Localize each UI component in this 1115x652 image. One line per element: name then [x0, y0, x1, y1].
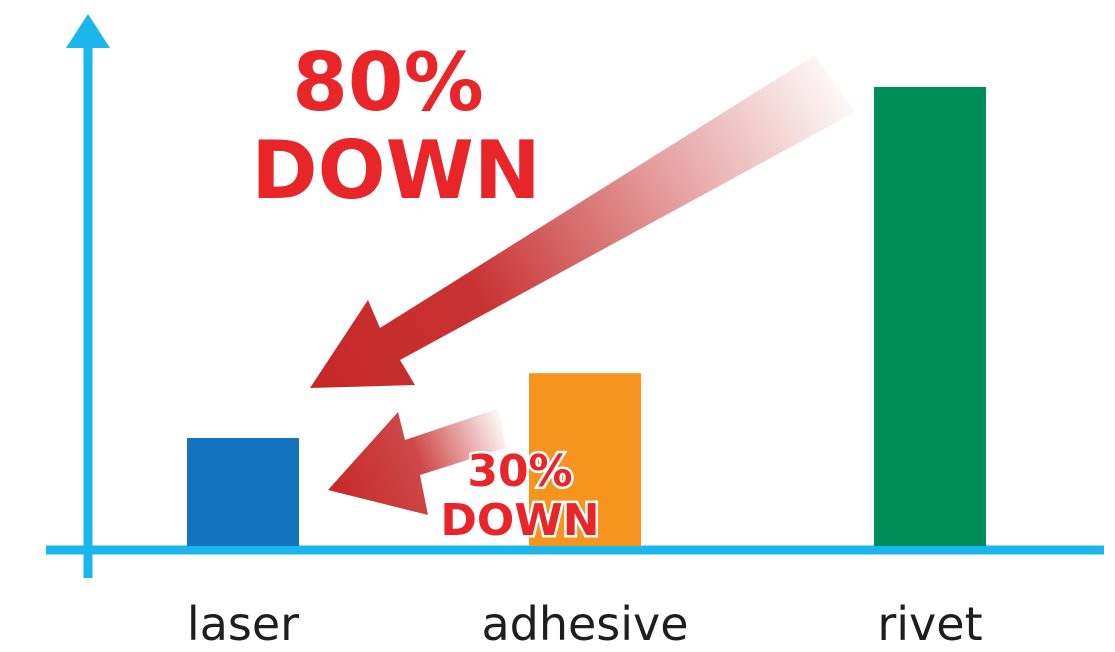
bars-group	[187, 87, 986, 546]
category-label-adhesive: adhesive	[481, 597, 688, 651]
bar-laser	[187, 438, 299, 546]
bar-rivet	[874, 87, 986, 546]
down-arrow-large	[310, 55, 855, 388]
category-labels: laser adhesive rivet	[187, 597, 983, 651]
annotation-80-down: DOWN	[251, 124, 541, 217]
annotation-30-down: DOWN	[440, 495, 599, 546]
bar-adhesive	[529, 373, 641, 546]
y-axis-arrowhead	[66, 14, 110, 48]
category-label-rivet: rivet	[877, 597, 982, 651]
annotation-80-percent: 80%	[292, 36, 483, 129]
category-label-laser: laser	[187, 597, 299, 651]
annotation-30-percent: 30%	[467, 446, 572, 497]
down-arrow-small	[328, 408, 505, 515]
